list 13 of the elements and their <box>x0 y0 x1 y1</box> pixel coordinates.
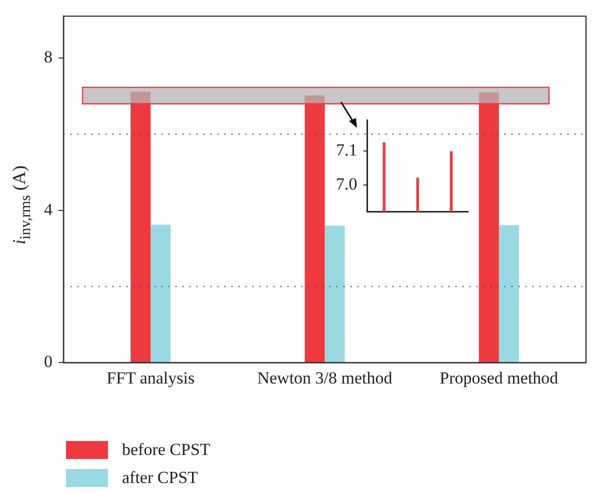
bar <box>498 225 519 362</box>
x-tick-label: Newton 3/8 method <box>257 368 393 388</box>
bar <box>324 226 345 362</box>
legend-label: before CPST <box>122 440 210 460</box>
y-tick-label: 0 <box>44 352 52 372</box>
x-tick-label: Proposed method <box>440 368 559 388</box>
y-tick-label: 4 <box>44 200 53 219</box>
y-tick-label: 7.0 <box>336 174 358 194</box>
y-tick-label: 7.1 <box>336 140 358 160</box>
bar <box>150 224 171 362</box>
legend-label: after CPST <box>122 468 198 488</box>
x-tick-label: FFT analysis <box>106 368 195 388</box>
y-tick-label: 8 <box>44 48 52 67</box>
